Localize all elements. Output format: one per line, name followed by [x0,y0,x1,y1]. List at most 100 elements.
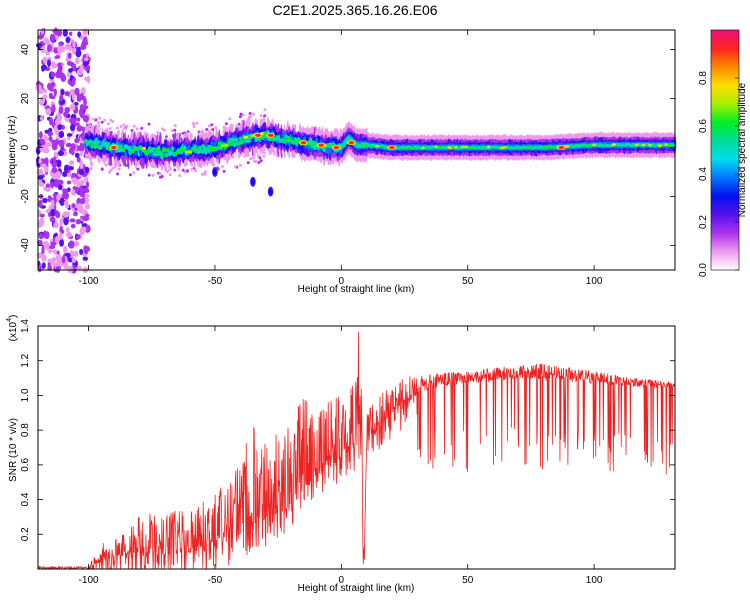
heatmap-outlier-core [268,188,273,195]
heatmap-strong-cell [509,146,515,150]
heatmap-ridge-cell [231,137,235,143]
heatmap-noise-cell [80,226,87,232]
heatmap-noise-cell [51,104,56,113]
heatmap-noise-cell [48,245,56,250]
heatmap-noise-cell [45,108,52,116]
heatmap-speckle-cell [173,128,177,132]
heatmap-noise-cell [50,81,56,88]
heatmap-hotspot [389,146,395,150]
heatmap-noise-cell [65,231,73,238]
heatmap-ridge-cell [170,146,175,151]
heatmap-speckle-cell [122,123,126,127]
heatmap-speckle-cell [205,128,209,131]
heatmap-noise-cell [74,87,80,96]
heatmap-noise-cell [46,59,52,68]
heatmap-noise-cell [84,193,90,198]
heatmap-speckle-cell [92,117,96,121]
spectrogram-frame [37,29,676,271]
heatmap-noise-cell [74,101,79,106]
heatmap-noise-cell [42,197,48,204]
heatmap-strong-cell [227,140,232,144]
chart-title: C2E1.2025.365.16.26.E06 [272,2,437,18]
heatmap-noise-cell [56,250,60,255]
heatmap-noise-cell [73,211,78,217]
heatmap-noise-cell [85,188,90,193]
heatmap-strong-cell [342,142,347,146]
heatmap-speckle-cell [249,157,253,161]
heatmap-noise-cell [84,76,90,82]
snr-y-multiplier-base: (x10 [8,321,19,341]
heatmap-ridge-cell [131,148,135,154]
heatmap-speckle-cell [109,168,113,172]
heatmap-noise-cell [49,33,56,43]
snr-x-tick-label: 0 [339,575,345,586]
heatmap-speckle-cell [259,114,263,118]
heatmap-noise-cell [44,129,49,134]
heatmap-strong-cell [634,143,639,147]
heatmap-noise-cell [53,221,59,229]
heatmap-strong-cell [411,146,416,150]
heatmap-noise-cell [74,57,80,65]
heatmap-strong-cell [499,146,505,150]
heatmap-strong-cell [611,143,616,146]
heatmap-noise-cell [51,60,56,69]
heatmap-speckle-cell [185,169,189,173]
heatmap-noise-cell [56,159,62,168]
spectrogram-y-axis-label: Frequency (Hz) [7,116,18,185]
heatmap-noise-cell [44,157,49,166]
heatmap-strong-cell [460,145,465,149]
heatmap-noise-cell [41,245,45,255]
heatmap-noise-cell [41,262,46,269]
heatmap-noise-cell [47,195,52,203]
heatmap-speckle-cell [100,120,104,124]
heatmap-strong-cell [210,148,216,152]
spectrogram-y-tick-label: 20 [20,93,31,105]
heatmap-strong-cell [361,143,367,147]
heatmap-outlier-core [213,169,217,175]
snr-y-tick-label: 1.2 [20,353,31,367]
heatmap-noise-cell [70,61,75,68]
heatmap-noise-cell [50,208,56,217]
colorbar: 0.0 0.2 0.4 0.6 0.8 Normalized spectral ampl… [698,29,748,277]
heatmap-hotspot [267,133,274,137]
heatmap-speckle-cell [116,172,120,176]
heatmap-noise-cell [58,130,65,139]
heatmap-noise-cell [44,232,50,237]
heatmap-noise-cell [54,180,59,188]
heatmap-noise-cell [56,112,61,119]
heatmap-noise-cell [44,136,49,142]
heatmap-speckle-cell [257,161,261,164]
heatmap-noise-cell [47,261,51,267]
heatmap-strong-cell [404,146,409,150]
heatmap-speckle-cell [203,172,207,176]
heatmap-speckle-cell [147,173,151,177]
heatmap-strong-cell [194,150,199,154]
heatmap-ridge-cell [182,145,187,151]
heatmap-noise-cell [56,257,62,266]
heatmap-noise-cell [37,168,44,176]
heatmap-noise-cell [83,60,88,67]
heatmap-noise-cell [84,205,90,210]
heatmap-speckle-cell [262,154,266,158]
heatmap-strong-cell [591,143,597,147]
heatmap-strong-cell [545,145,551,149]
heatmap-ridge-cell [198,145,202,151]
heatmap-ridge-cell [292,140,296,145]
heatmap-strong-cell [568,145,574,148]
heatmap-strong-cell [279,140,285,143]
heatmap-strong-cell [657,144,662,148]
heatmap-speckle-cell [158,175,162,179]
heatmap-speckle-cell [222,169,226,173]
heatmap-speckle-cell [107,170,111,174]
heatmap-noise-cell [45,141,49,151]
heatmap-noise-cell [38,131,43,139]
heatmap-noise-cell [43,148,50,154]
heatmap-noise-cell [57,123,63,131]
heatmap-noise-cell [70,223,76,229]
heatmap-strong-cell [296,139,301,142]
heatmap-ridge-cell [117,148,122,153]
heatmap-strong-cell [470,146,475,150]
heatmap-speckle-cell [119,125,123,128]
heatmap-speckle-cell [100,167,104,171]
